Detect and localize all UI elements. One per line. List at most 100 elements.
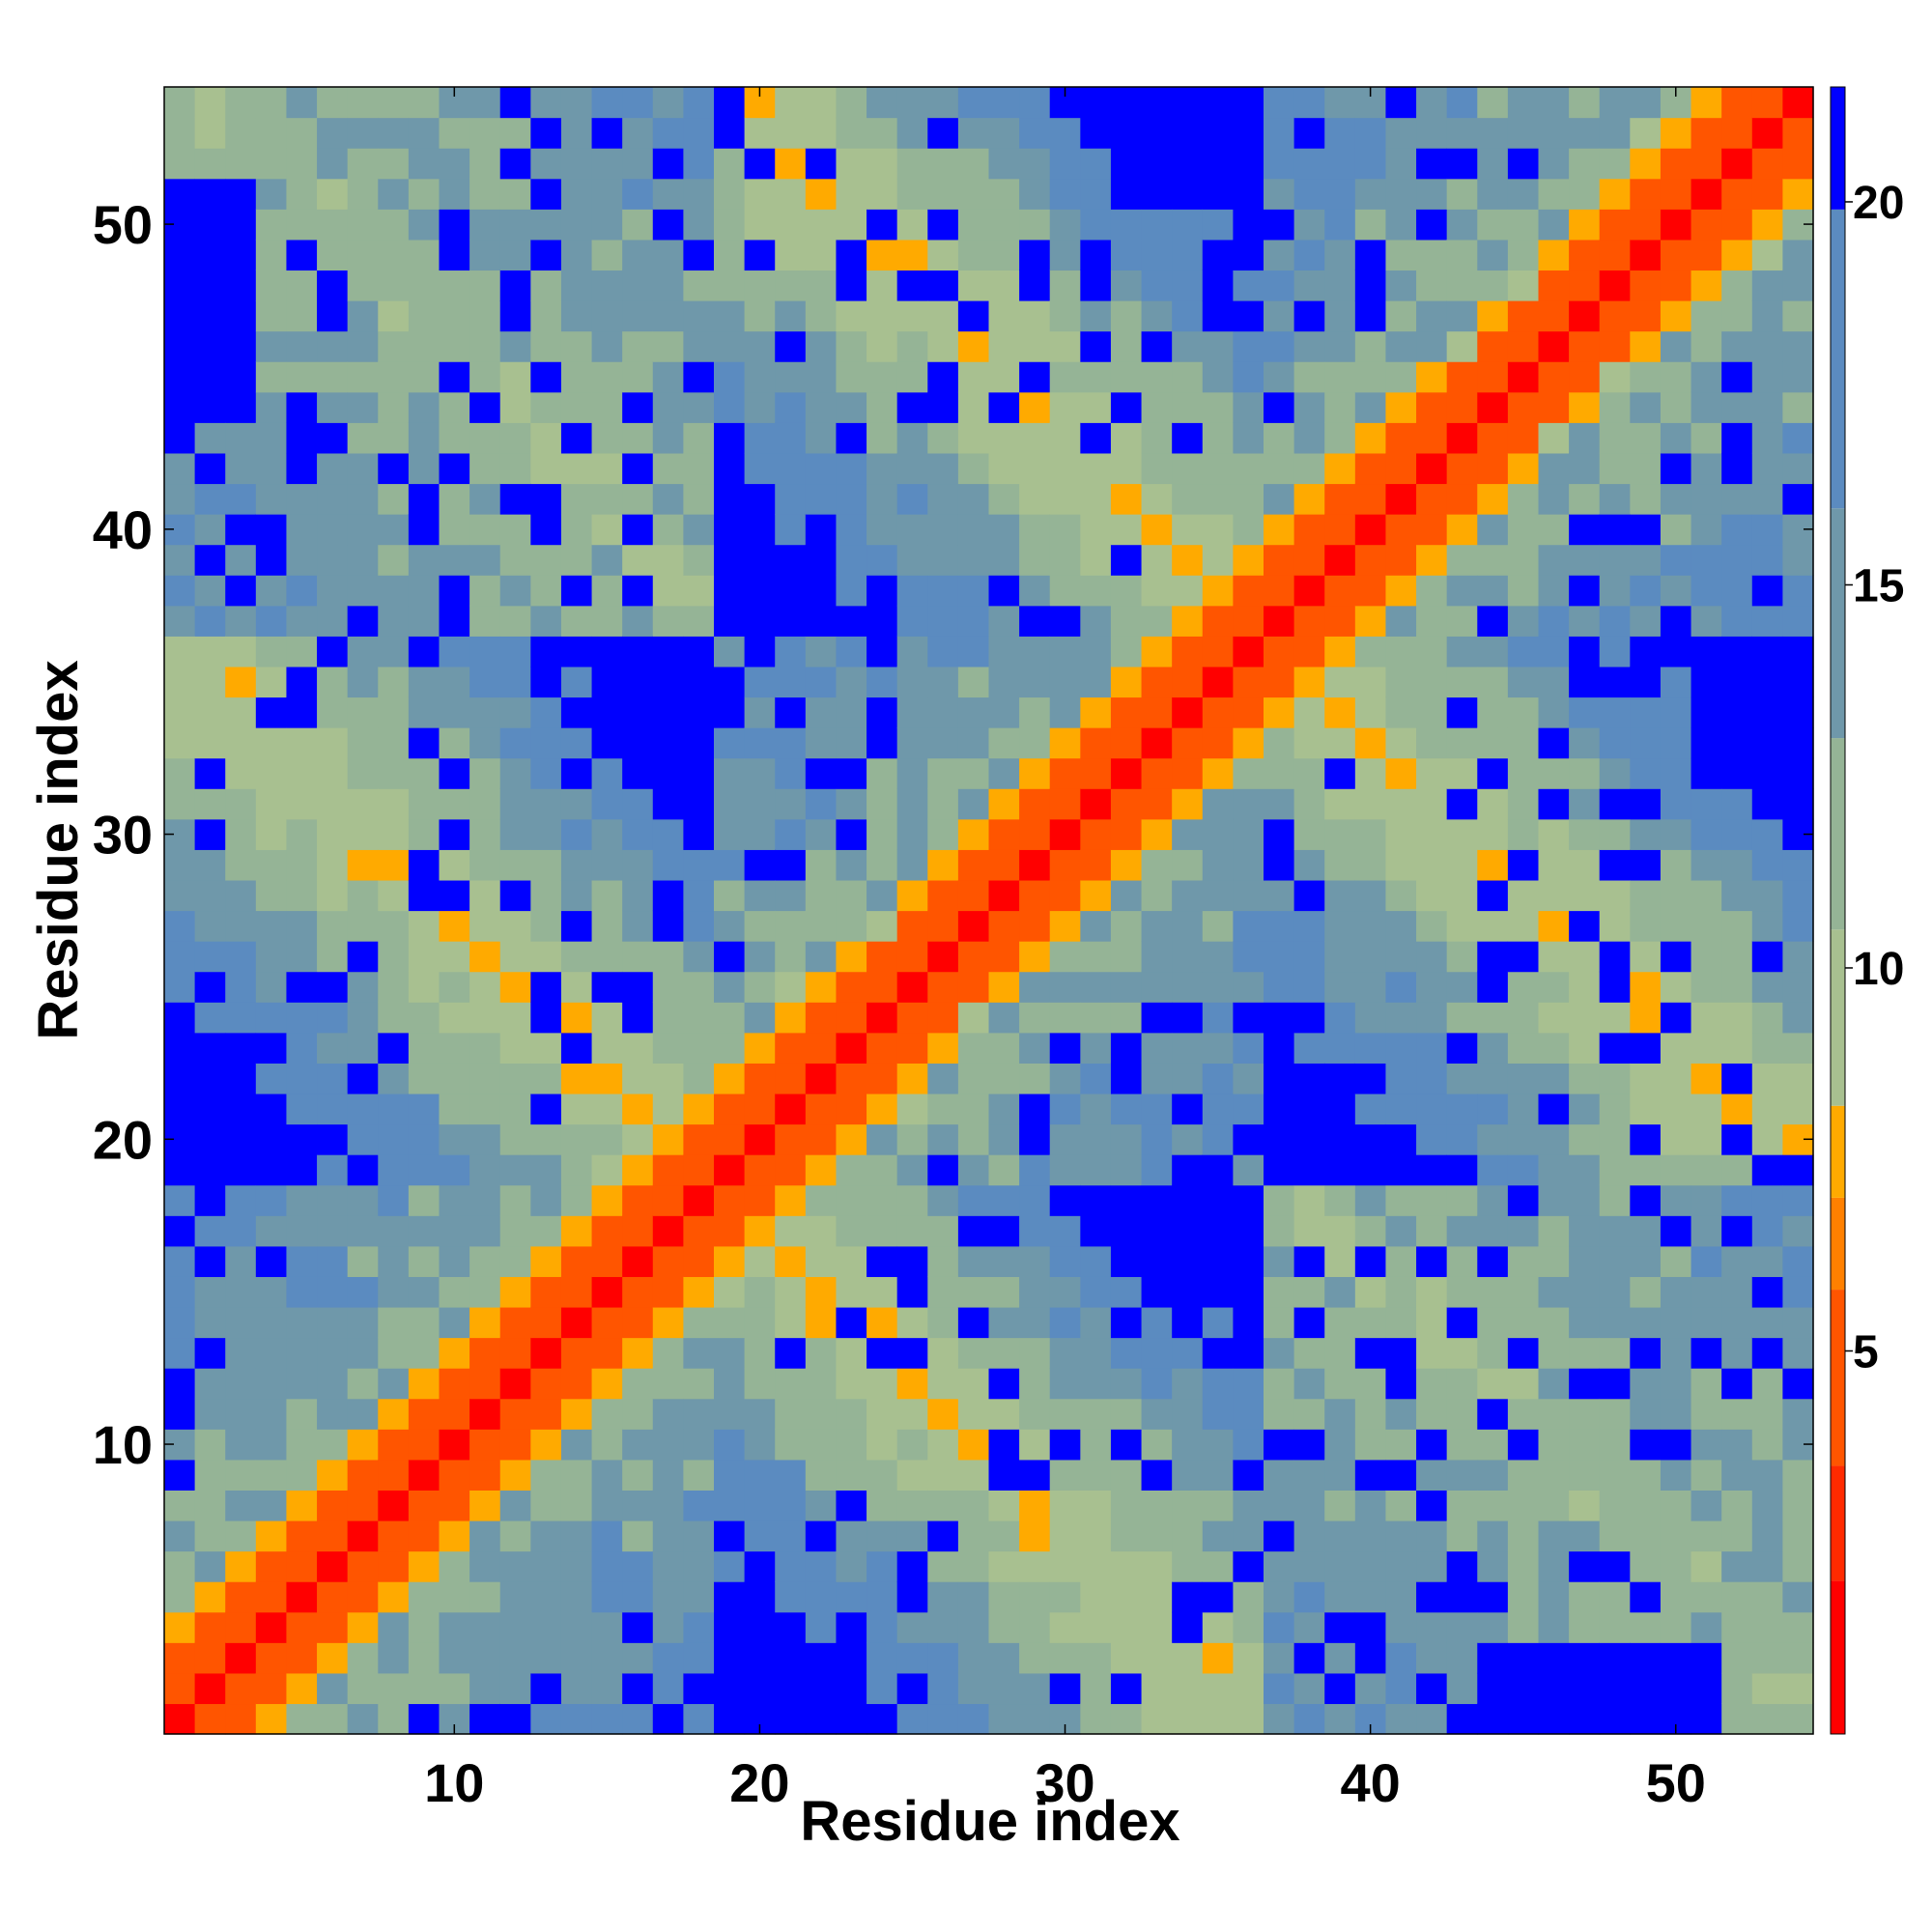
heatmap-cell [194,941,226,973]
heatmap-cell [1569,636,1601,668]
heatmap-cell [408,788,440,820]
heatmap-cell [1202,178,1234,210]
heatmap-cell [1264,1337,1295,1369]
heatmap-cell [1599,1490,1631,1521]
heatmap-cell [1049,1276,1081,1308]
heatmap-cell [225,1184,257,1216]
heatmap-cell [896,1581,928,1613]
heatmap-cell [317,300,349,332]
heatmap-cell [1141,971,1173,1003]
heatmap-cell [1416,514,1448,546]
heatmap-cell [836,1429,867,1461]
heatmap-cell [714,1703,746,1735]
heatmap-cell [347,1672,379,1705]
heatmap-cell [1264,941,1295,973]
heatmap-cell [560,1672,593,1705]
heatmap-cell [1049,727,1081,759]
heatmap-cell [1782,1093,1814,1125]
heatmap-cell [408,1550,440,1582]
heatmap-cell [1416,1490,1448,1521]
heatmap-cell [1477,239,1509,271]
heatmap-cell [439,910,470,942]
heatmap-cell [1782,1002,1814,1034]
heatmap-cell [714,270,746,301]
heatmap-cell [560,1581,593,1613]
heatmap-cell [867,1154,898,1186]
heatmap-cell [1751,300,1783,332]
heatmap-cell [560,1245,593,1277]
heatmap-cell [1172,1215,1204,1247]
heatmap-cell [225,1337,257,1369]
heatmap-cell [469,1642,501,1674]
x-tick-label: 20 [729,1752,789,1813]
heatmap-cell [988,666,1020,698]
heatmap-cell [1141,1032,1173,1064]
heatmap-cell [1477,727,1509,759]
heatmap-cell [1477,1245,1509,1277]
heatmap-cell [1569,575,1601,607]
heatmap-cell [1385,757,1417,789]
heatmap-cell [867,636,898,668]
heatmap-cell [255,209,288,241]
heatmap-cell [744,575,776,607]
heatmap-cell [1599,239,1631,271]
heatmap-cell [714,1581,746,1613]
heatmap-cell [927,1306,959,1339]
heatmap-cell [1690,1581,1722,1613]
heatmap-cell [347,361,379,393]
heatmap-cell [408,1581,440,1613]
heatmap-cell [622,788,654,820]
heatmap-cell [347,209,379,241]
y-tick-label: 30 [93,805,153,866]
heatmap-cell [1507,1002,1540,1034]
heatmap-cell [714,1398,746,1430]
heatmap-cell [744,148,776,180]
heatmap-cell [1660,636,1692,668]
heatmap-cell [1172,1490,1204,1521]
heatmap-cell [347,666,379,698]
heatmap-cell [622,666,654,698]
heatmap-cell [591,1611,623,1643]
heatmap-cell [1721,1611,1753,1643]
heatmap-cell [469,330,501,362]
heatmap-cell [225,361,257,393]
heatmap-cell [439,788,470,820]
heatmap-cell [286,1398,318,1430]
heatmap-cell [591,1581,623,1613]
heatmap-cell [1416,391,1448,423]
heatmap-cell [378,452,410,485]
heatmap-cell [1538,575,1570,607]
heatmap-cell [1782,696,1814,728]
heatmap-cell [1141,1429,1173,1461]
heatmap-cell [1599,117,1631,149]
heatmap-cell [1416,452,1448,485]
heatmap-cell [225,1398,257,1430]
plot-frame [163,86,1814,1735]
heatmap-cell [1141,1642,1173,1674]
heatmap-cell [683,391,715,423]
heatmap-cell [775,1429,807,1461]
heatmap-cell [1264,483,1295,515]
heatmap-cell [1538,941,1570,973]
heatmap-cell [1690,1459,1722,1491]
heatmap-cell [867,575,898,607]
heatmap-cell [1324,1215,1356,1247]
heatmap-cell [1385,1672,1417,1705]
heatmap-cell [927,544,959,576]
heatmap-cell [164,330,196,362]
heatmap-cell [805,727,838,759]
heatmap-cell [1049,1184,1081,1216]
heatmap-cell [836,1154,867,1186]
heatmap-cell [591,910,623,942]
heatmap-cell [1507,1581,1540,1613]
heatmap-cell [1599,1642,1631,1674]
heatmap-cell [988,1123,1020,1155]
heatmap-cell [378,605,410,637]
heatmap-cell [1721,1245,1753,1277]
heatmap-cell [591,483,623,515]
heatmap-cell [1782,1063,1814,1094]
heatmap-cell [378,575,410,607]
heatmap-cell [836,1642,867,1674]
heatmap-cell [347,605,379,637]
heatmap-cell [1019,1245,1051,1277]
